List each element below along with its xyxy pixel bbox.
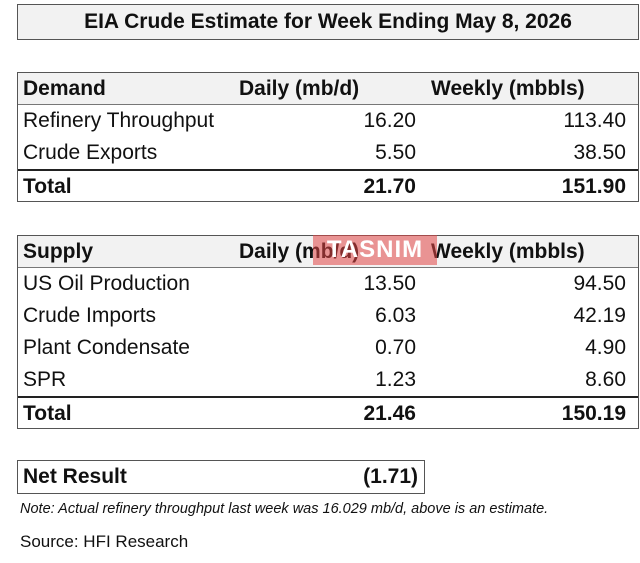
table-row: Crude Imports 6.03 42.19 [18,300,638,332]
row-daily: 13.50 [363,272,416,295]
row-label: SPR [23,368,67,391]
title-box: EIA Crude Estimate for Week Ending May 8… [17,4,639,40]
supply-header-weekly: Weekly (mbbls) [431,240,585,263]
total-daily: 21.46 [363,402,416,425]
total-weekly: 150.19 [561,402,626,425]
table-row: Plant Condensate 0.70 4.90 [18,332,638,364]
source-credit: Source: HFI Research [20,532,189,551]
row-daily: 1.23 [375,368,416,391]
net-result-label: Net Result [23,465,127,488]
row-daily: 16.20 [363,109,416,132]
table-row: Refinery Throughput 16.20 113.40 [18,105,638,137]
row-weekly: 113.40 [563,109,626,132]
row-weekly: 38.50 [573,141,626,164]
footnote: Note: Actual refinery throughput last we… [20,501,549,517]
total-label: Total [23,402,72,425]
total-label: Total [23,175,72,198]
demand-table: Demand Daily (mb/d) Weekly (mbbls) Refin… [17,72,639,202]
demand-header-row: Demand Daily (mb/d) Weekly (mbbls) [18,73,638,105]
demand-header-weekly: Weekly (mbbls) [431,77,585,100]
table-row: Crude Exports 5.50 38.50 [18,137,638,169]
supply-table: Supply Daily (mb/d) Weekly (mbbls) US Oi… [17,235,639,429]
row-daily: 0.70 [375,336,416,359]
row-label: Crude Imports [23,304,157,327]
row-daily: 6.03 [375,304,416,327]
supply-header-label: Supply [23,240,94,263]
row-weekly: 42.19 [573,304,626,327]
table-row: SPR 1.23 8.60 [18,364,638,396]
supply-total-row: Total 21.46 150.19 [18,396,638,428]
row-weekly: 94.50 [573,272,626,295]
row-daily: 5.50 [375,141,416,164]
page-title: EIA Crude Estimate for Week Ending May 8… [84,10,572,33]
row-label: Refinery Throughput [23,109,215,132]
demand-total-row: Total 21.70 151.90 [18,169,638,201]
demand-header-label: Demand [23,77,106,100]
table-row: US Oil Production 13.50 94.50 [18,268,638,300]
row-weekly: 4.90 [585,336,626,359]
row-label: Crude Exports [23,141,158,164]
row-label: US Oil Production [23,272,190,295]
total-daily: 21.70 [363,175,416,198]
demand-header-daily: Daily (mb/d) [239,77,360,100]
watermark-logo: TASNIM [313,235,437,265]
net-result-value: (1.71) [363,465,418,488]
row-label: Plant Condensate [23,336,190,359]
net-result-box: Net Result (1.71) [17,460,425,494]
total-weekly: 151.90 [561,175,626,198]
row-weekly: 8.60 [585,368,626,391]
